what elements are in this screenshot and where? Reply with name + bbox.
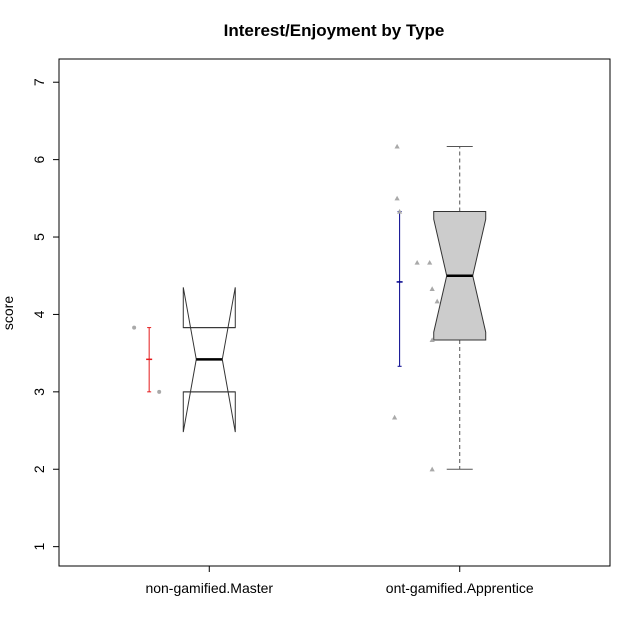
data-point [394,143,400,149]
boxes [182,145,487,470]
box [433,145,487,470]
y-tick-label: 7 [31,78,47,86]
x-tick-label: ont-gamified.Apprentice [386,580,534,596]
data-point [394,195,400,201]
data-point [132,325,137,330]
data-point [427,259,433,265]
error-bar [146,327,153,393]
data-points [132,143,440,472]
y-tick-label: 3 [31,388,47,396]
data-point [392,414,398,420]
data-point [414,259,420,265]
y-tick-label: 5 [31,233,47,241]
y-tick-label: 6 [31,156,47,164]
data-point [397,208,403,214]
data-point [157,389,162,394]
chart-title: Interest/Enjoyment by Type [224,21,445,40]
y-tick-label: 4 [31,310,47,318]
data-point [429,337,435,343]
y-tick-label: 1 [31,543,47,551]
x-axis: non-gamified.Master ont-gamified.Apprenti… [145,565,534,596]
data-point [429,286,435,291]
y-axis-label: score [0,296,16,330]
data-point [434,298,440,304]
error-bar [396,210,403,367]
box [182,287,236,433]
plot-frame [58,58,611,567]
data-point [429,466,435,472]
x-tick-label: non-gamified.Master [145,580,273,596]
y-axis: 1 2 3 4 5 6 7 [31,78,60,551]
y-tick-label: 2 [31,465,47,473]
